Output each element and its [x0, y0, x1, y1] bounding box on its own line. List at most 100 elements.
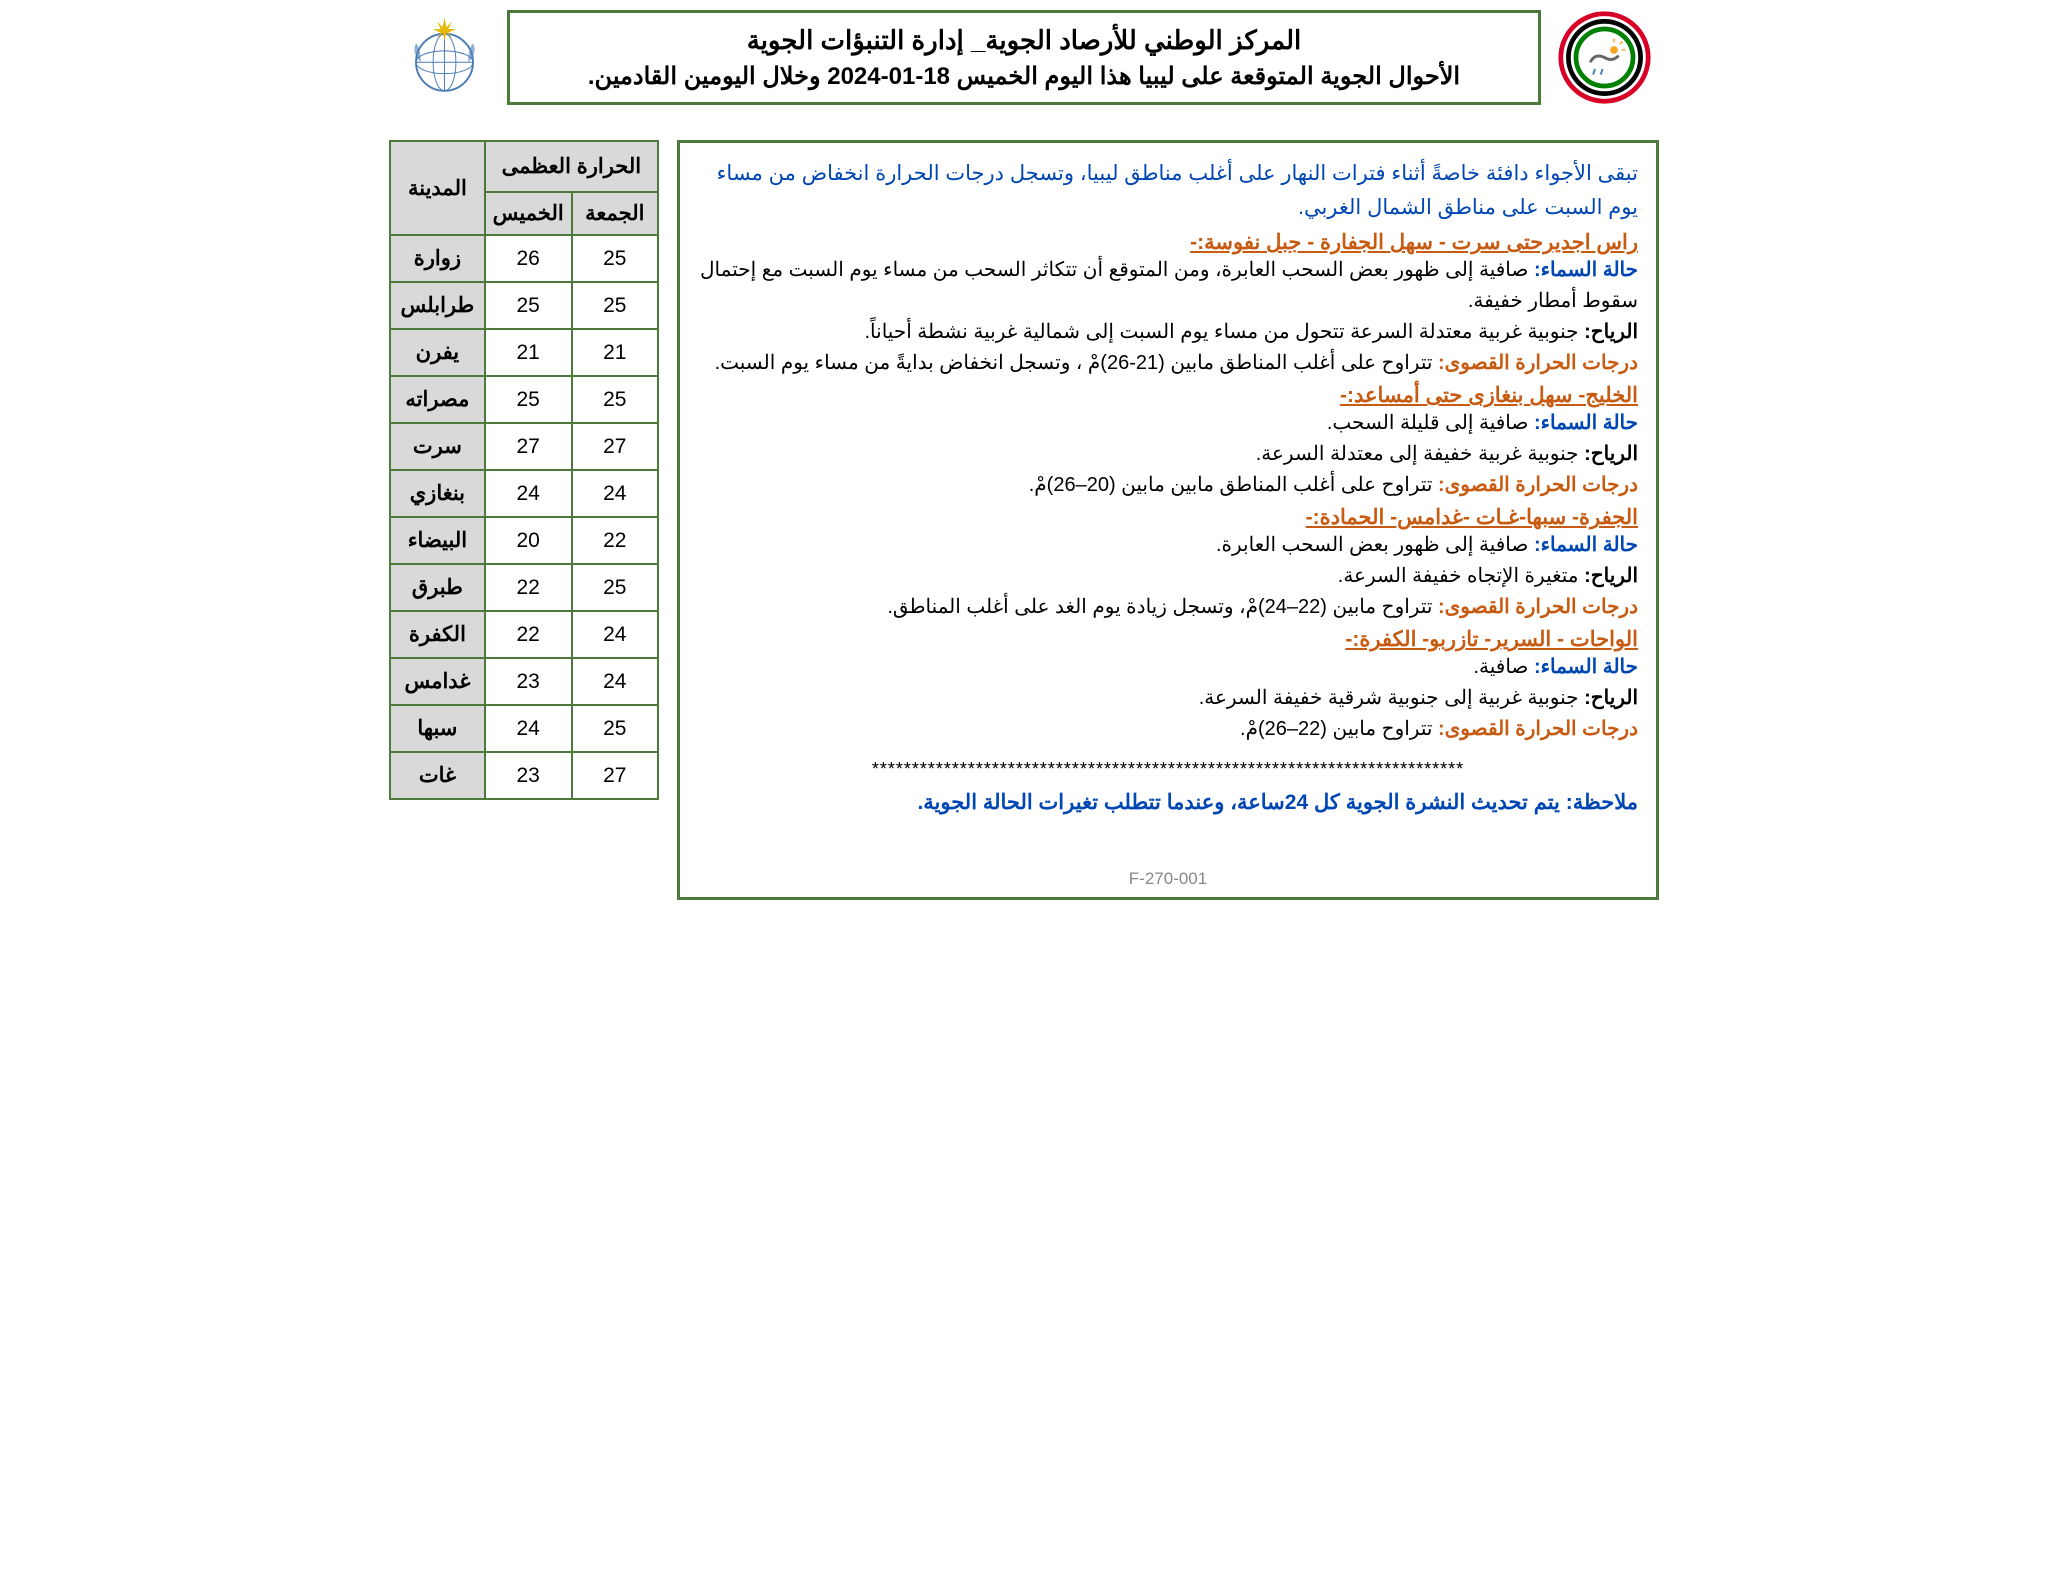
intro-text: تبقى الأجواء دافئة خاصةً أثناء فترات الن… [698, 157, 1638, 224]
cell-city: طرابلس [390, 282, 485, 329]
sky-text: صافية إلى ظهور بعض السحب العابرة، ومن ال… [700, 259, 1638, 312]
cell-city: مصراته [390, 376, 485, 423]
wind-line: الرياح: جنوبية غربية خفيفة إلى معتدلة ال… [698, 439, 1638, 470]
forecast-box: تبقى الأجواء دافئة خاصةً أثناء فترات الن… [677, 140, 1659, 900]
cell-thursday: 24 [485, 705, 572, 752]
temp-line: درجات الحرارة القصوى: تتراوح مابين (22–2… [698, 714, 1638, 745]
region-title: راس اجديرحتى سرت - سهل الجفارة - جبل نفو… [698, 230, 1638, 255]
note-text: يتم تحديث النشرة الجوية كل 24ساعة، وعندم… [917, 791, 1559, 814]
sky-label: حالة السماء: [1534, 412, 1638, 434]
table-row: 2525طرابلس [390, 282, 658, 329]
wind-label: الرياح: [1584, 565, 1638, 587]
cell-thursday: 20 [485, 517, 572, 564]
header-thursday: الخميس [485, 192, 572, 235]
main-content-row: تبقى الأجواء دافئة خاصةً أثناء فترات الن… [389, 140, 1659, 900]
wind-label: الرياح: [1584, 687, 1638, 709]
table-row: 2422الكفرة [390, 611, 658, 658]
table-header-row: الحرارة العظمى المدينة [390, 141, 658, 192]
cell-thursday: 26 [485, 235, 572, 282]
header-row: المركز الوطني للأرصاد الجوية_ إدارة التن… [389, 10, 1659, 105]
table-row: 2723غات [390, 752, 658, 799]
wmo-logo-icon [397, 10, 492, 105]
wind-text: جنوبية غربية إلى جنوبية شرقية خفيفة السر… [1199, 687, 1579, 709]
table-row: 2423غدامس [390, 658, 658, 705]
wind-line: الرياح: جنوبية غربية معتدلة السرعة تتحول… [698, 317, 1638, 348]
table-row: 2522طبرق [390, 564, 658, 611]
cell-friday: 25 [572, 705, 658, 752]
cell-thursday: 24 [485, 470, 572, 517]
temp-label: درجات الحرارة القصوى: [1438, 474, 1638, 496]
cell-thursday: 23 [485, 658, 572, 705]
cell-friday: 27 [572, 752, 658, 799]
page-subtitle: الأحوال الجوية المتوقعة على ليبيا هذا ال… [525, 62, 1523, 91]
cell-thursday: 21 [485, 329, 572, 376]
sky-text: صافية إلى ظهور بعض السحب العابرة. [1216, 534, 1528, 556]
cell-friday: 24 [572, 611, 658, 658]
temperature-table: الحرارة العظمى المدينة الجمعة الخميس 252… [389, 140, 659, 800]
region-title: الجفرة- سبها-غـات -غدامس- الحمادة:- [698, 505, 1638, 530]
cell-city: الكفرة [390, 611, 485, 658]
header-city: المدينة [390, 141, 485, 235]
cell-city: سبها [390, 705, 485, 752]
region-title: الواحات - السرير- تازربو- الكفرة:- [698, 627, 1638, 652]
wind-line: الرياح: جنوبية غربية إلى جنوبية شرقية خف… [698, 683, 1638, 714]
cell-thursday: 27 [485, 423, 572, 470]
temp-label: درجات الحرارة القصوى: [1438, 352, 1638, 374]
sky-line: حالة السماء: صافية إلى ظهور بعض السحب ال… [698, 255, 1638, 317]
title-box: المركز الوطني للأرصاد الجوية_ إدارة التن… [507, 10, 1541, 105]
cell-city: سرت [390, 423, 485, 470]
temp-text: تتراوح مابين (22–26)مْ. [1240, 718, 1432, 740]
cell-city: طبرق [390, 564, 485, 611]
wind-text: جنوبية غربية معتدلة السرعة تتحول من مساء… [864, 321, 1578, 343]
region-block: الجفرة- سبها-غـات -غدامس- الحمادة:-حالة … [698, 505, 1638, 623]
temp-label: درجات الحرارة القصوى: [1438, 596, 1638, 618]
region-block: راس اجديرحتى سرت - سهل الجفارة - جبل نفو… [698, 230, 1638, 379]
cell-friday: 22 [572, 517, 658, 564]
org-logo-box [1549, 10, 1659, 105]
sky-text: صافية. [1473, 656, 1528, 678]
cell-city: يفرن [390, 329, 485, 376]
cell-city: بنغازي [390, 470, 485, 517]
temp-text: تتراوح على أغلب المناطق مابين (21-26)مْ … [715, 352, 1433, 374]
wmo-logo-box [389, 10, 499, 105]
table-row: 2526زوارة [390, 235, 658, 282]
sky-text: صافية إلى قليلة السحب. [1327, 412, 1529, 434]
cell-friday: 25 [572, 376, 658, 423]
sky-line: حالة السماء: صافية إلى قليلة السحب. [698, 408, 1638, 439]
sky-label: حالة السماء: [1534, 656, 1638, 678]
temp-label: درجات الحرارة القصوى: [1438, 718, 1638, 740]
table-row: 2220البيضاء [390, 517, 658, 564]
sky-line: حالة السماء: صافية. [698, 652, 1638, 683]
cell-city: غات [390, 752, 485, 799]
table-row: 2424بنغازي [390, 470, 658, 517]
note-line: ملاحظة: يتم تحديث النشرة الجوية كل 24ساع… [698, 790, 1638, 815]
temp-line: درجات الحرارة القصوى: تتراوح مابين (22–2… [698, 592, 1638, 623]
table-row: 2121يفرن [390, 329, 658, 376]
wind-text: متغيرة الإتجاه خفيفة السرعة. [1338, 565, 1579, 587]
cell-friday: 27 [572, 423, 658, 470]
header-friday: الجمعة [572, 192, 658, 235]
page-title: المركز الوطني للأرصاد الجوية_ إدارة التن… [525, 25, 1523, 56]
libya-met-logo-icon [1557, 10, 1652, 105]
region-block: الواحات - السرير- تازربو- الكفرة:-حالة ا… [698, 627, 1638, 745]
cell-thursday: 22 [485, 611, 572, 658]
table-row: 2525مصراته [390, 376, 658, 423]
cell-city: البيضاء [390, 517, 485, 564]
cell-friday: 24 [572, 658, 658, 705]
cell-friday: 25 [572, 235, 658, 282]
header-max-temp: الحرارة العظمى [485, 141, 658, 192]
temp-line: درجات الحرارة القصوى: تتراوح على أغلب ال… [698, 348, 1638, 379]
divider-stars: ****************************************… [698, 759, 1638, 780]
form-code: F-270-001 [680, 869, 1656, 889]
cell-friday: 24 [572, 470, 658, 517]
region-title: الخليج- سهل بنغازى حتى أمساعد:- [698, 383, 1638, 408]
cell-friday: 21 [572, 329, 658, 376]
cell-friday: 25 [572, 282, 658, 329]
cell-friday: 25 [572, 564, 658, 611]
region-block: الخليج- سهل بنغازى حتى أمساعد:-حالة السم… [698, 383, 1638, 501]
cell-city: زوارة [390, 235, 485, 282]
note-label: ملاحظة: [1566, 791, 1638, 814]
cell-thursday: 23 [485, 752, 572, 799]
sky-label: حالة السماء: [1534, 259, 1638, 281]
table-row: 2524سبها [390, 705, 658, 752]
